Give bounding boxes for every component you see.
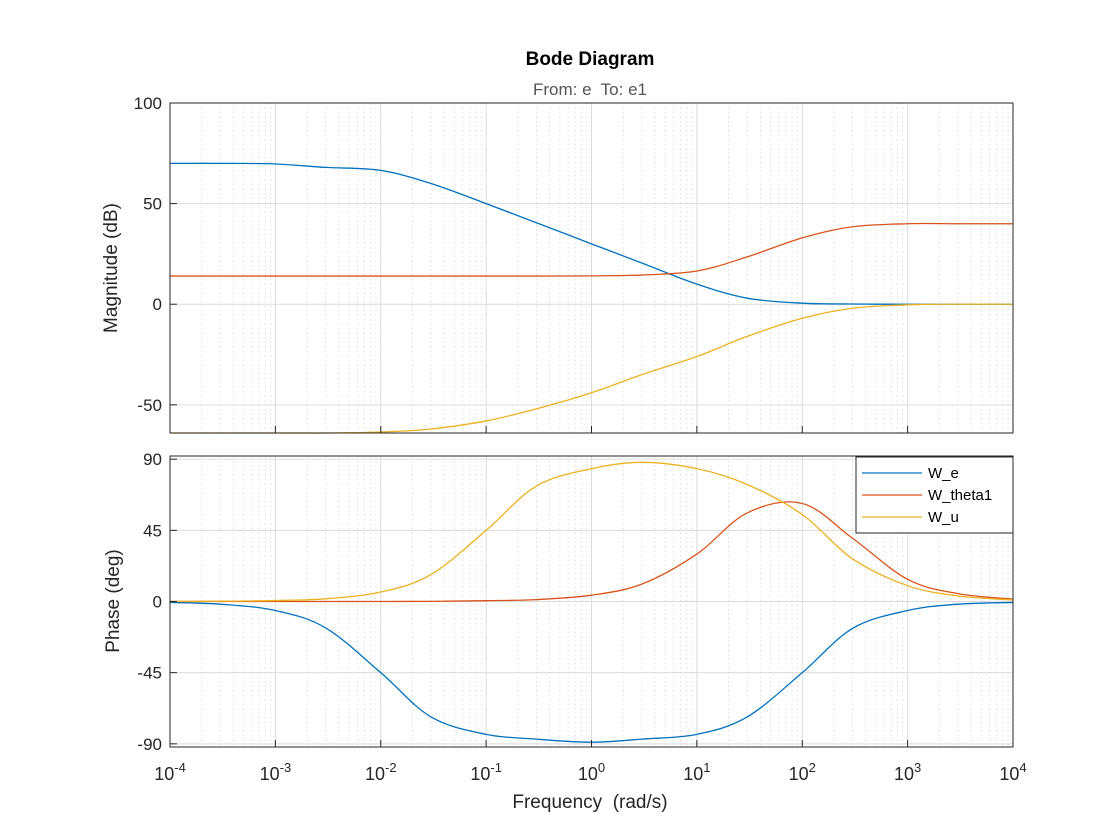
x-tick-label: 104 — [999, 760, 1026, 784]
legend: W_e W_theta1 W_u — [855, 456, 1014, 534]
chart-subtitle: From: e To: e1 — [533, 80, 647, 99]
magnitude-panel: 100 50 0 -50 Magnitude (dB) — [101, 94, 1014, 434]
magnitude-y-label: Magnitude (dB) — [101, 203, 122, 333]
y-tick-label: -50 — [137, 396, 162, 415]
y-tick-label: 45 — [143, 521, 162, 540]
series-line-w-u-phase — [169, 461, 1014, 602]
phase-y-ticks: 90 45 0 -45 -90 — [137, 450, 177, 754]
legend-label-w-u: W_u — [928, 509, 959, 526]
magnitude-y-ticks: 100 50 0 -50 — [134, 94, 177, 415]
x-tick-label: 10-1 — [470, 760, 502, 784]
legend-label-w-e: W_e — [928, 465, 959, 482]
x-tick-label: 101 — [683, 760, 710, 784]
series-line-w-theta1-magnitude — [169, 222, 1013, 277]
magnitude-grid — [169, 102, 1014, 433]
y-tick-label: 50 — [143, 195, 162, 214]
y-tick-label: 0 — [153, 593, 162, 612]
x-tick-label: 102 — [789, 760, 816, 784]
y-tick-label: 100 — [134, 94, 162, 113]
x-tick-label: 10-2 — [365, 760, 397, 784]
series-line-w-theta1-phase — [170, 501, 1014, 603]
series-line-w-e-magnitude — [169, 162, 1013, 305]
y-tick-label: -45 — [137, 664, 162, 683]
x-tick-label: 10-3 — [260, 760, 292, 784]
x-axis-label: Frequency (rad/s) — [512, 792, 667, 813]
x-tick-label: 100 — [578, 760, 605, 784]
phase-y-label: Phase (deg) — [103, 549, 124, 653]
x-ticks: 10-4 10-3 10-2 10-1 100 101 102 103 104 — [154, 426, 1027, 784]
x-tick-label: 103 — [894, 760, 921, 784]
y-tick-label: 90 — [143, 450, 162, 469]
y-tick-label: -90 — [137, 735, 162, 754]
legend-label-w-theta1: W_theta1 — [928, 487, 992, 504]
y-tick-label: 0 — [153, 295, 162, 314]
x-tick-label: 10-4 — [154, 760, 186, 784]
chart-title: Bode Diagram — [526, 49, 655, 70]
